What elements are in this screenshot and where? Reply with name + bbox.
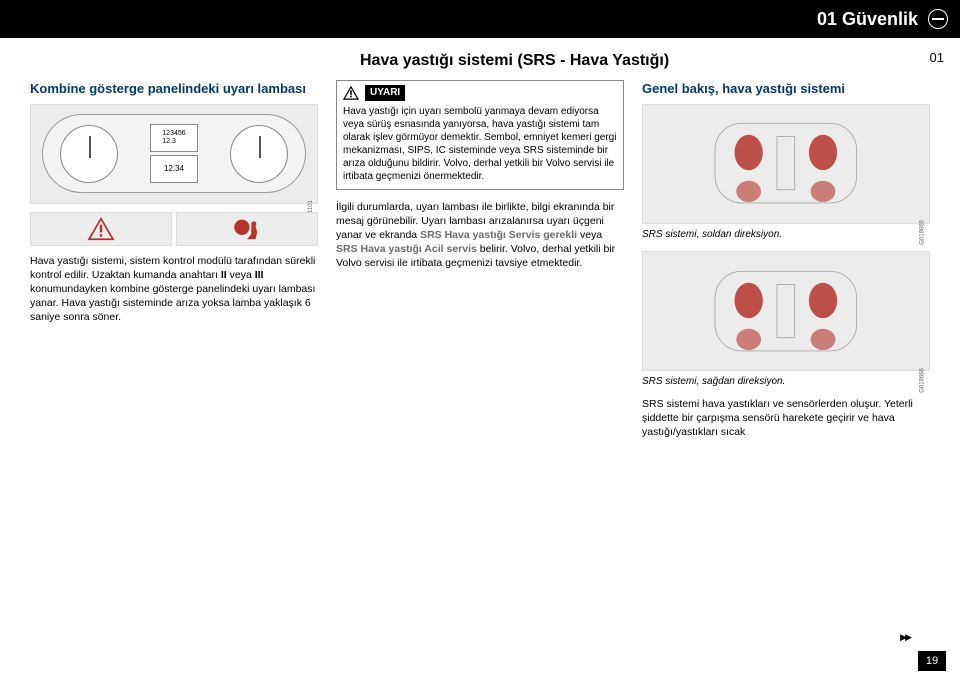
warning-triangle-icon (87, 217, 115, 241)
content-columns: Kombine gösterge panelindeki uyarı lamba… (30, 80, 930, 649)
chassis-right-icon (660, 258, 912, 364)
figure-airbag-icon (176, 212, 318, 246)
caption-left: SRS sistemi, soldan direksiyon. (642, 228, 930, 242)
icon-pair (30, 212, 318, 254)
header-title: 01 Güvenlik (817, 9, 918, 30)
dash-odometer: 123456 12.3 (150, 124, 198, 152)
header-band: 01 Güvenlik (0, 0, 960, 38)
caption-right: SRS sistemi, sağdan direksiyon. (642, 375, 930, 389)
chapter-number: 01 (930, 50, 944, 65)
figure-code: G018666 (919, 368, 927, 393)
figure-code: G018665 (919, 221, 927, 246)
warning-label: UYARI (365, 85, 405, 101)
col3-paragraph: SRS sistemi hava yastıkları ve sensörler… (642, 397, 930, 440)
figure-srs-left: G018665 (642, 104, 930, 224)
column-1: Kombine gösterge panelindeki uyarı lamba… (30, 80, 318, 649)
dial-right (230, 125, 288, 183)
section-title: Hava yastığı sistemi (SRS - Hava Yastığı… (360, 52, 669, 70)
warning-box: UYARI Hava yastığı için uyarı sembolü ya… (336, 80, 624, 190)
col2-paragraph: İlgili durumlarda, uyarı lambası ile bir… (336, 200, 624, 271)
col3-heading: Genel bakış, hava yastığı sistemi (642, 80, 930, 98)
header-icon (928, 9, 948, 29)
chassis-left-icon (660, 110, 912, 216)
col1-heading: Kombine gösterge panelindeki uyarı lamba… (30, 80, 318, 98)
column-2: UYARI Hava yastığı için uyarı sembolü ya… (336, 80, 624, 649)
continuation-marker: ▶▶ (900, 632, 910, 643)
dash-clock: 12:34 (150, 155, 198, 183)
figure-srs-right: G018666 (642, 251, 930, 371)
airbag-icon (230, 215, 264, 243)
figure-instrument-cluster: 123456 12.3 12:34 G021101 (30, 104, 318, 204)
warning-header: UYARI (343, 85, 617, 101)
dial-left (60, 125, 118, 183)
col1-body: Hava yastığı sistemi, sistem kontrol mod… (30, 254, 318, 325)
figure-warning-triangle (30, 212, 172, 246)
column-3: Genel bakış, hava yastığı sistemi G01866… (642, 80, 930, 649)
dashboard-placeholder: 123456 12.3 12:34 (42, 114, 305, 192)
warning-small-icon (343, 86, 359, 100)
warning-text: Hava yastığı için uyarı sembolü yanmaya … (343, 105, 617, 183)
page-number: 19 (918, 651, 946, 671)
